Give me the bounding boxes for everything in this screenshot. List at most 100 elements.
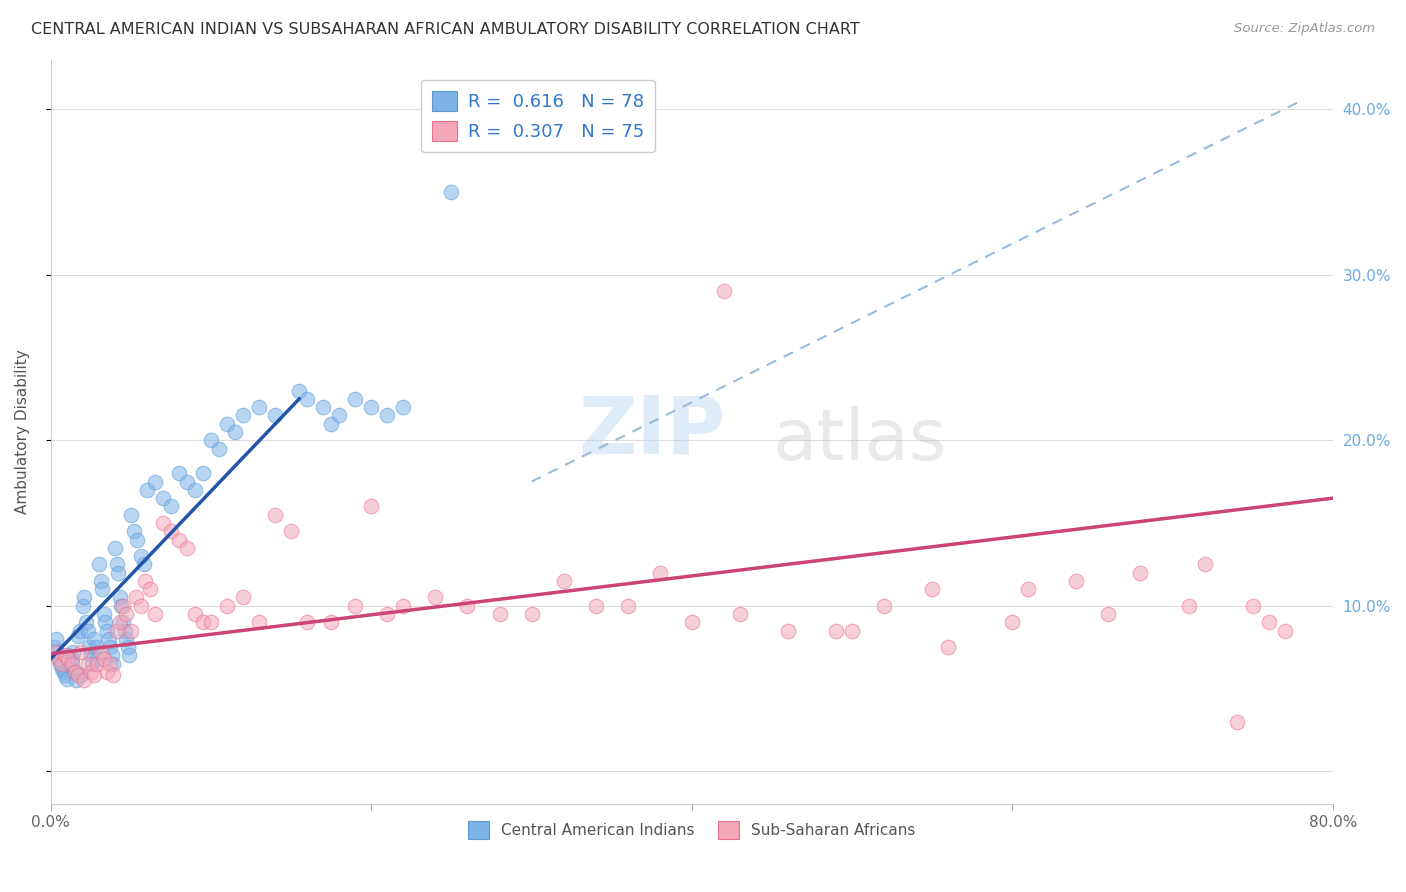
Point bbox=[83, 668, 105, 682]
Point bbox=[232, 409, 254, 423]
Point bbox=[96, 665, 118, 679]
Text: ZIP: ZIP bbox=[578, 393, 725, 471]
Point bbox=[73, 673, 96, 688]
Point bbox=[83, 632, 105, 646]
Point bbox=[247, 615, 270, 630]
Point bbox=[73, 591, 96, 605]
Point bbox=[127, 533, 149, 547]
Point bbox=[1066, 574, 1088, 588]
Point bbox=[1001, 615, 1024, 630]
Text: CENTRAL AMERICAN INDIAN VS SUBSAHARAN AFRICAN AMBULATORY DISABILITY CORRELATION : CENTRAL AMERICAN INDIAN VS SUBSAHARAN AF… bbox=[31, 22, 859, 37]
Point bbox=[520, 607, 543, 621]
Point bbox=[58, 651, 80, 665]
Point bbox=[200, 434, 222, 448]
Point bbox=[152, 516, 174, 530]
Point bbox=[217, 599, 239, 613]
Point bbox=[841, 624, 863, 638]
Point bbox=[89, 645, 111, 659]
Point bbox=[825, 624, 848, 638]
Point bbox=[59, 657, 82, 671]
Point bbox=[936, 640, 959, 654]
Point bbox=[217, 417, 239, 431]
Point bbox=[321, 615, 343, 630]
Point bbox=[70, 645, 93, 659]
Point bbox=[63, 665, 86, 679]
Point bbox=[120, 508, 142, 522]
Point bbox=[1241, 599, 1264, 613]
Point bbox=[111, 599, 134, 613]
Point bbox=[328, 409, 350, 423]
Point bbox=[94, 615, 117, 630]
Point bbox=[392, 599, 415, 613]
Point bbox=[76, 624, 98, 638]
Point bbox=[134, 574, 156, 588]
Point bbox=[425, 591, 447, 605]
Point bbox=[65, 673, 87, 688]
Point bbox=[132, 558, 155, 572]
Point bbox=[297, 392, 319, 406]
Point bbox=[191, 467, 214, 481]
Text: Source: ZipAtlas.com: Source: ZipAtlas.com bbox=[1234, 22, 1375, 36]
Point bbox=[288, 384, 311, 398]
Point bbox=[51, 657, 73, 671]
Point bbox=[247, 400, 270, 414]
Point bbox=[72, 599, 94, 613]
Point bbox=[143, 475, 166, 489]
Point bbox=[100, 648, 122, 663]
Point bbox=[139, 582, 162, 597]
Point bbox=[96, 624, 118, 638]
Point bbox=[160, 500, 183, 514]
Point bbox=[1097, 607, 1119, 621]
Point bbox=[45, 645, 67, 659]
Point bbox=[1177, 599, 1199, 613]
Point bbox=[184, 607, 207, 621]
Point bbox=[118, 648, 141, 663]
Point bbox=[125, 591, 148, 605]
Point bbox=[776, 624, 799, 638]
Point bbox=[360, 500, 382, 514]
Point bbox=[648, 566, 671, 580]
Point bbox=[93, 651, 115, 665]
Point bbox=[152, 491, 174, 505]
Point bbox=[56, 672, 79, 686]
Point bbox=[105, 558, 128, 572]
Point bbox=[585, 599, 607, 613]
Point bbox=[63, 665, 86, 679]
Point bbox=[375, 607, 398, 621]
Point bbox=[80, 648, 103, 663]
Point bbox=[120, 624, 142, 638]
Point bbox=[87, 558, 110, 572]
Point bbox=[728, 607, 751, 621]
Point bbox=[200, 615, 222, 630]
Point bbox=[76, 657, 98, 671]
Point bbox=[1226, 714, 1249, 729]
Point bbox=[681, 615, 703, 630]
Legend: Central American Indians, Sub-Saharan Africans: Central American Indians, Sub-Saharan Af… bbox=[461, 815, 922, 845]
Point bbox=[176, 541, 198, 555]
Point bbox=[82, 657, 104, 671]
Point bbox=[129, 549, 152, 563]
Point bbox=[344, 392, 367, 406]
Point bbox=[86, 651, 108, 665]
Point bbox=[456, 599, 478, 613]
Point bbox=[110, 599, 132, 613]
Point bbox=[67, 628, 90, 642]
Point bbox=[79, 640, 101, 654]
Point bbox=[176, 475, 198, 489]
Point bbox=[98, 640, 121, 654]
Point bbox=[80, 665, 103, 679]
Point bbox=[107, 566, 129, 580]
Point bbox=[1017, 582, 1039, 597]
Point bbox=[392, 400, 415, 414]
Point bbox=[62, 645, 84, 659]
Point bbox=[208, 442, 231, 456]
Point bbox=[70, 668, 93, 682]
Point bbox=[91, 582, 114, 597]
Point bbox=[111, 615, 134, 630]
Point bbox=[344, 599, 367, 613]
Point bbox=[224, 425, 246, 439]
Point bbox=[232, 591, 254, 605]
Point bbox=[184, 483, 207, 497]
Point bbox=[46, 645, 69, 659]
Point bbox=[122, 524, 145, 539]
